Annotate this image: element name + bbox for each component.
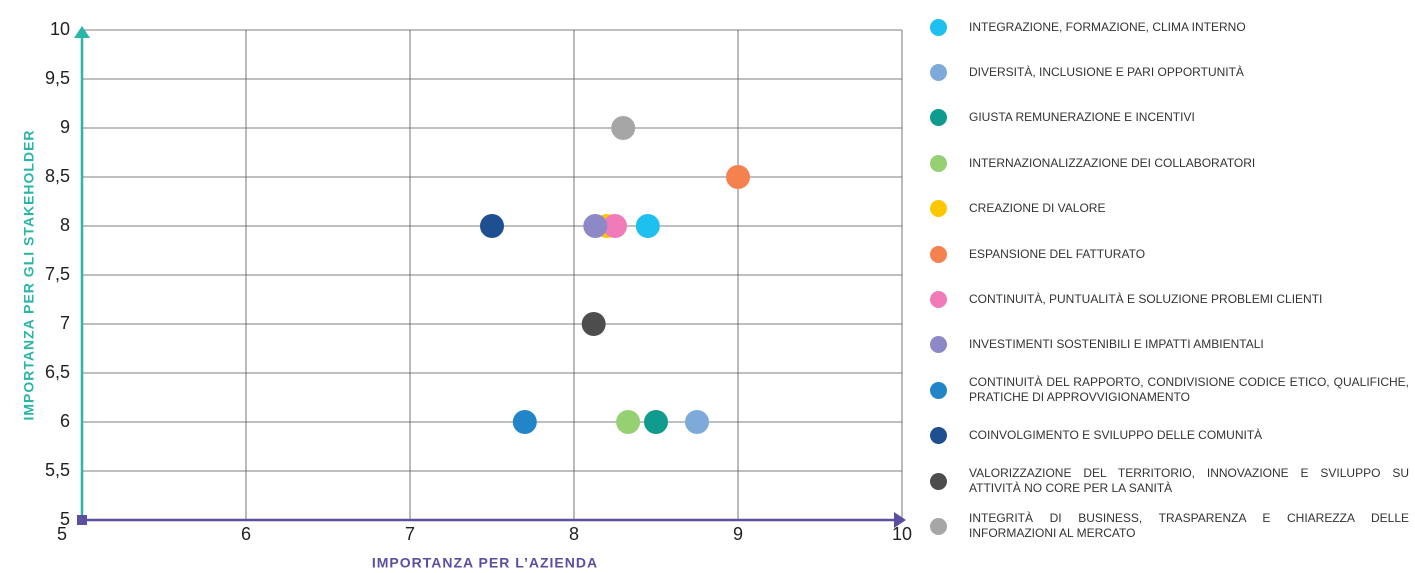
legend-label: INTEGRITÀ DI BUSINESS, TRASPARENZA E CHI…: [969, 511, 1409, 541]
x-tick-label: 9: [733, 524, 743, 544]
y-axis-label: IMPORTANZA PER GLI STAKEHOLDER: [21, 129, 37, 420]
y-tick-label: 6: [60, 411, 70, 431]
legend-swatch: [930, 336, 947, 354]
y-tick-label: 7: [60, 313, 70, 333]
y-tick-label: 8,5: [45, 166, 70, 186]
legend-item: INVESTIMENTI SOSTENIBILI E IMPATTI AMBIE…: [930, 335, 1410, 355]
legend-swatch: [930, 200, 947, 218]
legend-label: INTEGRAZIONE, FORMAZIONE, CLIMA INTERNO: [969, 19, 1246, 34]
point: [611, 116, 636, 140]
point: [581, 312, 606, 336]
point: [583, 214, 608, 238]
legend-swatch: [930, 290, 947, 308]
origin-marker: [77, 515, 87, 525]
legend: INTEGRAZIONE, FORMAZIONE, CLIMA INTERNO D…: [930, 0, 1410, 573]
x-tick-label: 6: [241, 524, 251, 544]
x-tick-label: 7: [405, 524, 415, 544]
y-tick-label: 5,5: [45, 460, 70, 480]
point: [512, 410, 537, 434]
legend-label: VALORIZZAZIONE DEL TERRITORIO, INNOVAZIO…: [969, 466, 1409, 495]
legend-item: VALORIZZAZIONE DEL TERRITORIO, INNOVAZIO…: [930, 466, 1410, 495]
y-tick-label: 10: [50, 19, 70, 39]
legend-item: ESPANSIONE DEL FATTURATO: [930, 244, 1410, 264]
y-tick-label: 6,5: [45, 362, 70, 382]
legend-item: CREAZIONE DI VALORE: [930, 199, 1410, 219]
y-tick-label: 9: [60, 117, 70, 137]
legend-label: INVESTIMENTI SOSTENIBILI E IMPATTI AMBIE…: [969, 337, 1264, 352]
x-tick-label: 8: [569, 524, 579, 544]
x-axis-arrow: [894, 512, 906, 528]
x-tick-label: 5: [57, 524, 67, 544]
legend-swatch: [930, 245, 947, 263]
legend-item: INTEGRITÀ DI BUSINESS, TRASPARENZA E CHI…: [930, 511, 1410, 540]
point: [685, 410, 709, 434]
legend-item: INTEGRAZIONE, FORMAZIONE, CLIMA INTERNO: [930, 17, 1410, 37]
legend-label: ESPANSIONE DEL FATTURATO: [969, 246, 1146, 261]
point: [603, 214, 627, 238]
legend-item: CONTINUITÀ DEL RAPPORTO, CONDIVISIONE CO…: [930, 375, 1410, 404]
legend-swatch: [930, 517, 947, 535]
legend-swatch: [930, 18, 947, 36]
chart: IMPORTANZA PER GLI STAKEHOLDER IMPORTANZ…: [21, 19, 912, 571]
legend-label: CONTINUITÀ DEL RAPPORTO, CONDIVISIONE CO…: [969, 375, 1409, 405]
y-tick-label: 7,5: [45, 264, 70, 284]
legend-item: GIUSTA REMUNERAZIONE E INCENTIVI: [930, 108, 1410, 128]
legend-swatch: [930, 427, 947, 445]
legend-label: GIUSTA REMUNERAZIONE E INCENTIVI: [969, 110, 1195, 125]
point: [616, 410, 641, 434]
legend-label: CREAZIONE DI VALORE: [969, 201, 1106, 216]
point: [644, 410, 668, 434]
legend-label: DIVERSITÀ, INCLUSIONE E PARI OPPORTUNITÀ: [969, 64, 1244, 79]
legend-item: COINVOLGIMENTO E SVILUPPO DELLE COMUNITÀ: [930, 426, 1410, 446]
y-axis-arrow: [74, 26, 90, 38]
legend-swatch: [930, 381, 947, 399]
legend-swatch: [930, 63, 947, 81]
y-tick-label: 8: [60, 215, 70, 235]
x-tick-label: 10: [892, 524, 912, 544]
legend-swatch: [930, 154, 947, 172]
legend-label: COINVOLGIMENTO E SVILUPPO DELLE COMUNITÀ: [969, 428, 1263, 443]
point: [480, 214, 504, 238]
y-tick-label: 5: [60, 509, 70, 529]
point: [635, 214, 660, 238]
legend-label: INTERNAZIONALIZZAZIONE DEI COLLABORATORI: [969, 155, 1256, 170]
legend-swatch: [930, 109, 947, 127]
x-axis-label: IMPORTANZA PER L’AZIENDA: [372, 555, 598, 571]
legend-label: CONTINUITÀ, PUNTUALITÀ E SOLUZIONE PROBL…: [969, 291, 1323, 306]
legend-item: DIVERSITÀ, INCLUSIONE E PARI OPPORTUNITÀ: [930, 62, 1410, 82]
legend-item: CONTINUITÀ, PUNTUALITÀ E SOLUZIONE PROBL…: [930, 289, 1410, 309]
point: [726, 165, 750, 189]
y-tick-label: 9,5: [45, 68, 70, 88]
legend-item: INTERNAZIONALIZZAZIONE DEI COLLABORATORI: [930, 153, 1410, 173]
legend-swatch: [930, 472, 947, 490]
